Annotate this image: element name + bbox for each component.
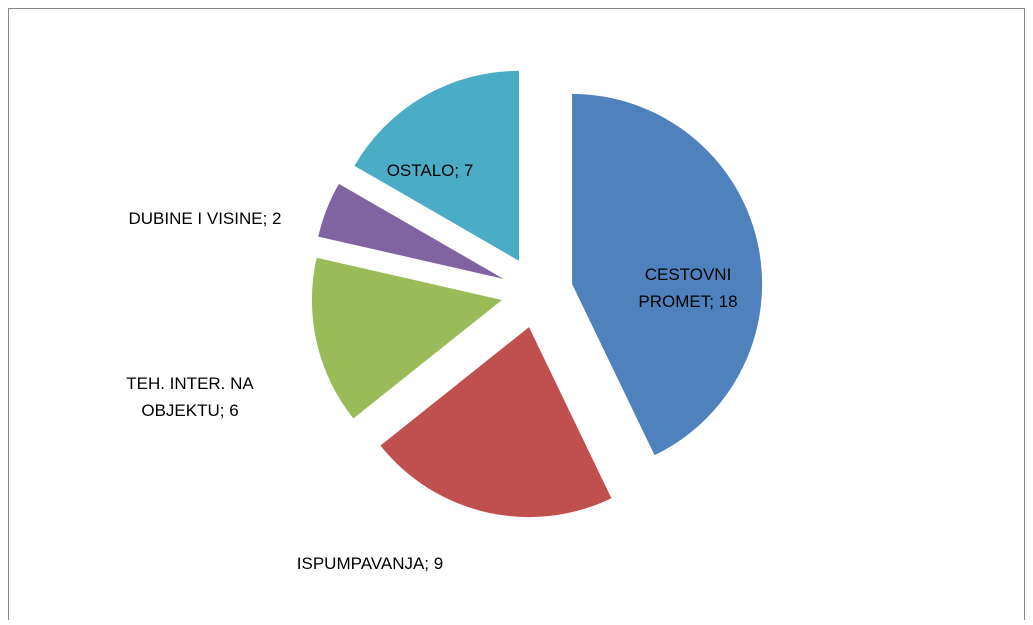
- slice-label-box: ISPUMPAVANJA; 9: [296, 554, 444, 573]
- pie-slice: [318, 183, 504, 279]
- slice-label-box: OSTALO; 7: [386, 161, 474, 180]
- pie-slice: [354, 70, 519, 261]
- slice-label: DUBINE I VISINE; 2: [128, 209, 282, 228]
- slice-label-box: CESTOVNI PROMET; 18: [638, 265, 738, 311]
- slice-label: CESTOVNI PROMET; 18: [638, 265, 738, 311]
- slice-label-box: DUBINE I VISINE; 2: [128, 209, 282, 228]
- pie-slice: [380, 327, 612, 518]
- slice-label: ISPUMPAVANJA; 9: [296, 554, 444, 573]
- slice-label-box: TEH. INTER. NA OBJEKTU; 6: [126, 374, 254, 420]
- pie-slice: [572, 93, 763, 456]
- slice-label: OSTALO; 7: [386, 161, 474, 180]
- slice-label: TEH. INTER. NA OBJEKTU; 6: [126, 374, 254, 420]
- pie-slice: [311, 257, 502, 419]
